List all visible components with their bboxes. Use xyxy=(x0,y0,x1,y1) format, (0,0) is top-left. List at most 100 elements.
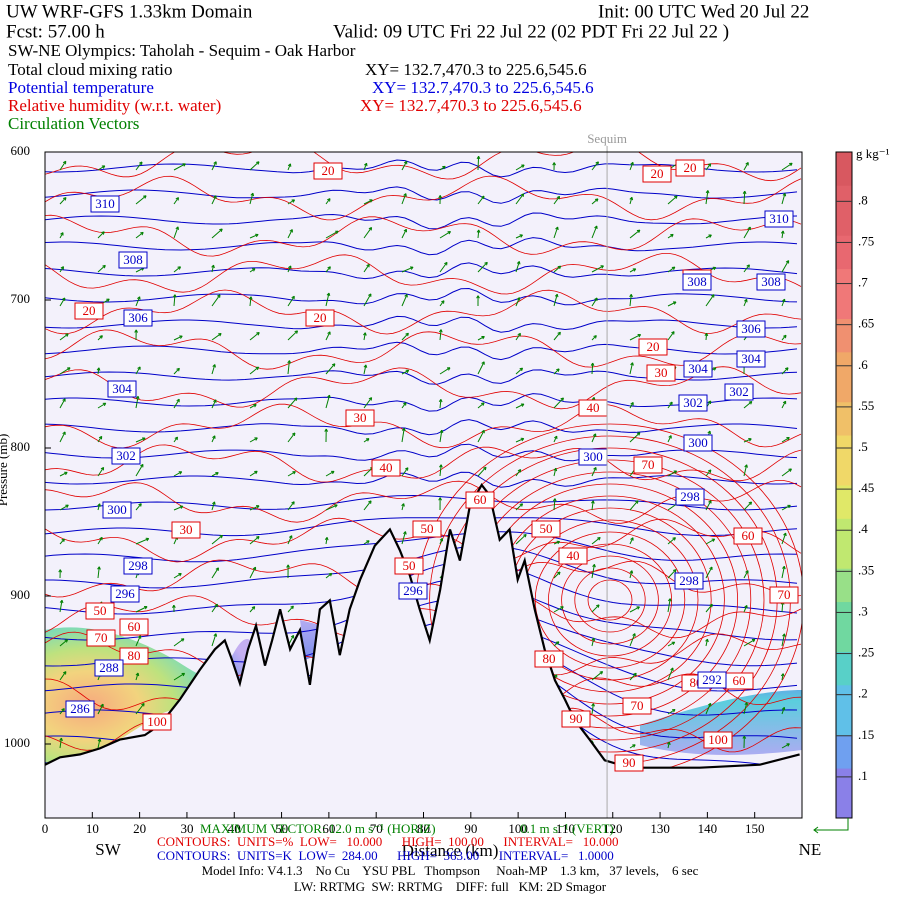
colorbar-band xyxy=(836,784,852,802)
x-tick-label: 40 xyxy=(228,821,241,836)
vector-head xyxy=(401,503,405,507)
vector xyxy=(743,226,751,239)
vector-head xyxy=(782,565,786,570)
rh-label: 50 xyxy=(403,558,416,573)
rh-box xyxy=(769,586,799,604)
vector-head xyxy=(592,433,597,437)
y-tick-label: 800 xyxy=(11,439,31,454)
vector-head xyxy=(248,296,253,300)
vector xyxy=(173,266,181,273)
rh-box xyxy=(733,527,763,545)
colorbar-band xyxy=(836,485,852,503)
vector-head xyxy=(59,737,63,742)
vector-head xyxy=(591,500,595,504)
vector xyxy=(667,569,677,579)
vector-head xyxy=(291,199,296,203)
vector-head xyxy=(637,333,642,338)
vector-head xyxy=(439,464,443,468)
vector-head xyxy=(135,395,140,400)
vector xyxy=(135,538,149,545)
theta-label: 304 xyxy=(688,361,708,376)
vector xyxy=(439,300,445,307)
vector-head xyxy=(368,397,373,401)
rh-box xyxy=(86,629,116,647)
vector-head xyxy=(62,160,67,165)
vector xyxy=(781,193,786,205)
colorbar-tick-label: .4 xyxy=(858,521,868,536)
rh-box xyxy=(119,618,149,636)
vector-head xyxy=(134,329,139,333)
vector-head xyxy=(709,603,713,608)
vector-head xyxy=(324,428,329,432)
vector xyxy=(135,635,141,647)
vector xyxy=(629,294,632,307)
theta-label: 286 xyxy=(70,701,90,716)
field-name: Potential temperature xyxy=(8,78,154,97)
vector-head xyxy=(254,437,258,441)
model-info: Model Info: V4.1.3 No Cu YSU PBL Thompso… xyxy=(202,863,699,878)
vector xyxy=(591,363,594,375)
vector-head xyxy=(600,265,604,269)
vector-head xyxy=(403,160,408,165)
theta-contour xyxy=(45,598,798,667)
rh-contour xyxy=(45,403,802,449)
vector xyxy=(135,161,143,171)
vector-head xyxy=(405,369,410,374)
vector xyxy=(477,466,487,477)
vector-head xyxy=(553,467,558,472)
vector-head xyxy=(363,162,368,167)
colorbar-tick-label: .45 xyxy=(858,480,874,495)
vector-head xyxy=(481,361,485,365)
vector-head xyxy=(555,226,559,231)
vector xyxy=(439,430,443,443)
colorbar-band xyxy=(836,285,852,303)
colorbar-band xyxy=(836,534,852,553)
rh-box xyxy=(614,754,644,772)
colorbar-band xyxy=(836,634,852,652)
vector-head xyxy=(636,606,640,610)
x-tick-label: 140 xyxy=(698,821,718,836)
vector xyxy=(667,641,675,647)
vector-head xyxy=(632,633,636,637)
vector-head xyxy=(745,570,749,574)
vector-head xyxy=(481,195,485,200)
vector-head xyxy=(476,295,480,299)
theta-label: 310 xyxy=(95,196,115,211)
vector-head xyxy=(326,292,331,297)
vector-head xyxy=(331,363,336,367)
colorbar-band xyxy=(836,268,852,286)
vector xyxy=(591,564,595,579)
vector-head xyxy=(476,229,481,233)
vector-head xyxy=(178,471,183,475)
vector xyxy=(249,332,260,341)
vector-head xyxy=(629,196,634,201)
rh-box xyxy=(85,602,115,620)
theta-label: 302 xyxy=(729,384,749,399)
vector xyxy=(553,498,556,511)
vector-head xyxy=(179,505,184,509)
theta-label: 300 xyxy=(688,435,708,450)
rh-contour xyxy=(534,531,686,669)
vector-head xyxy=(788,468,792,472)
vector xyxy=(287,535,293,545)
vector-head xyxy=(255,366,260,371)
vector xyxy=(401,332,409,341)
vector xyxy=(629,500,639,511)
vector-head xyxy=(65,333,69,337)
vector xyxy=(135,366,141,375)
vector-head xyxy=(410,266,414,270)
theta-contour xyxy=(45,443,798,462)
vector xyxy=(705,566,713,579)
vector xyxy=(477,402,485,409)
colorbar-tick-label: .7 xyxy=(858,275,868,290)
theta-label: 304 xyxy=(112,381,132,396)
vector-head xyxy=(667,741,671,745)
vector xyxy=(515,469,522,477)
vector-head xyxy=(101,165,106,169)
vector xyxy=(667,331,675,341)
vector-head xyxy=(751,638,756,643)
vector-head xyxy=(560,397,564,401)
vector xyxy=(173,471,182,477)
theta-label: 298 xyxy=(680,489,700,504)
